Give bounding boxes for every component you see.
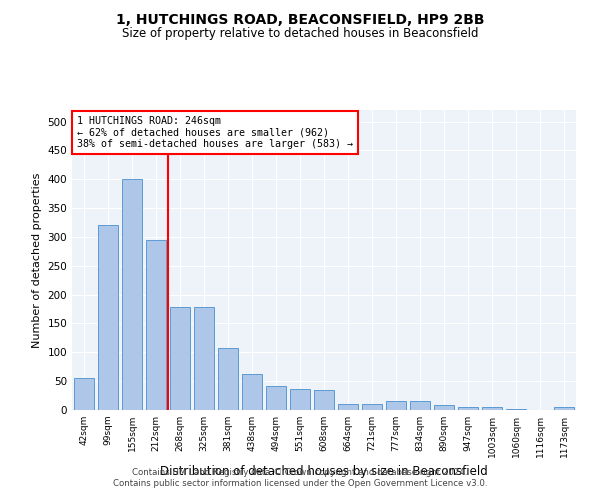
Bar — [146, 240, 166, 410]
Text: 1, HUTCHINGS ROAD, BEACONSFIELD, HP9 2BB: 1, HUTCHINGS ROAD, BEACONSFIELD, HP9 2BB — [116, 12, 484, 26]
X-axis label: Distribution of detached houses by size in Beaconsfield: Distribution of detached houses by size … — [160, 466, 488, 478]
Text: 1 HUTCHINGS ROAD: 246sqm
← 62% of detached houses are smaller (962)
38% of semi-: 1 HUTCHINGS ROAD: 246sqm ← 62% of detach… — [77, 116, 353, 149]
Bar — [218, 348, 238, 410]
Bar — [314, 390, 334, 410]
Bar — [434, 405, 454, 410]
Bar — [506, 409, 526, 410]
Bar — [386, 402, 406, 410]
Bar — [170, 308, 190, 410]
Bar — [554, 407, 574, 410]
Bar — [290, 388, 310, 410]
Bar — [410, 402, 430, 410]
Bar — [458, 407, 478, 410]
Bar — [266, 386, 286, 410]
Bar — [194, 308, 214, 410]
Bar — [242, 374, 262, 410]
Text: Contains HM Land Registry data © Crown copyright and database right 2024.
Contai: Contains HM Land Registry data © Crown c… — [113, 468, 487, 487]
Bar — [122, 179, 142, 410]
Bar — [362, 404, 382, 410]
Bar — [482, 407, 502, 410]
Bar — [338, 404, 358, 410]
Bar — [98, 226, 118, 410]
Y-axis label: Number of detached properties: Number of detached properties — [32, 172, 42, 348]
Text: Size of property relative to detached houses in Beaconsfield: Size of property relative to detached ho… — [122, 28, 478, 40]
Bar — [74, 378, 94, 410]
